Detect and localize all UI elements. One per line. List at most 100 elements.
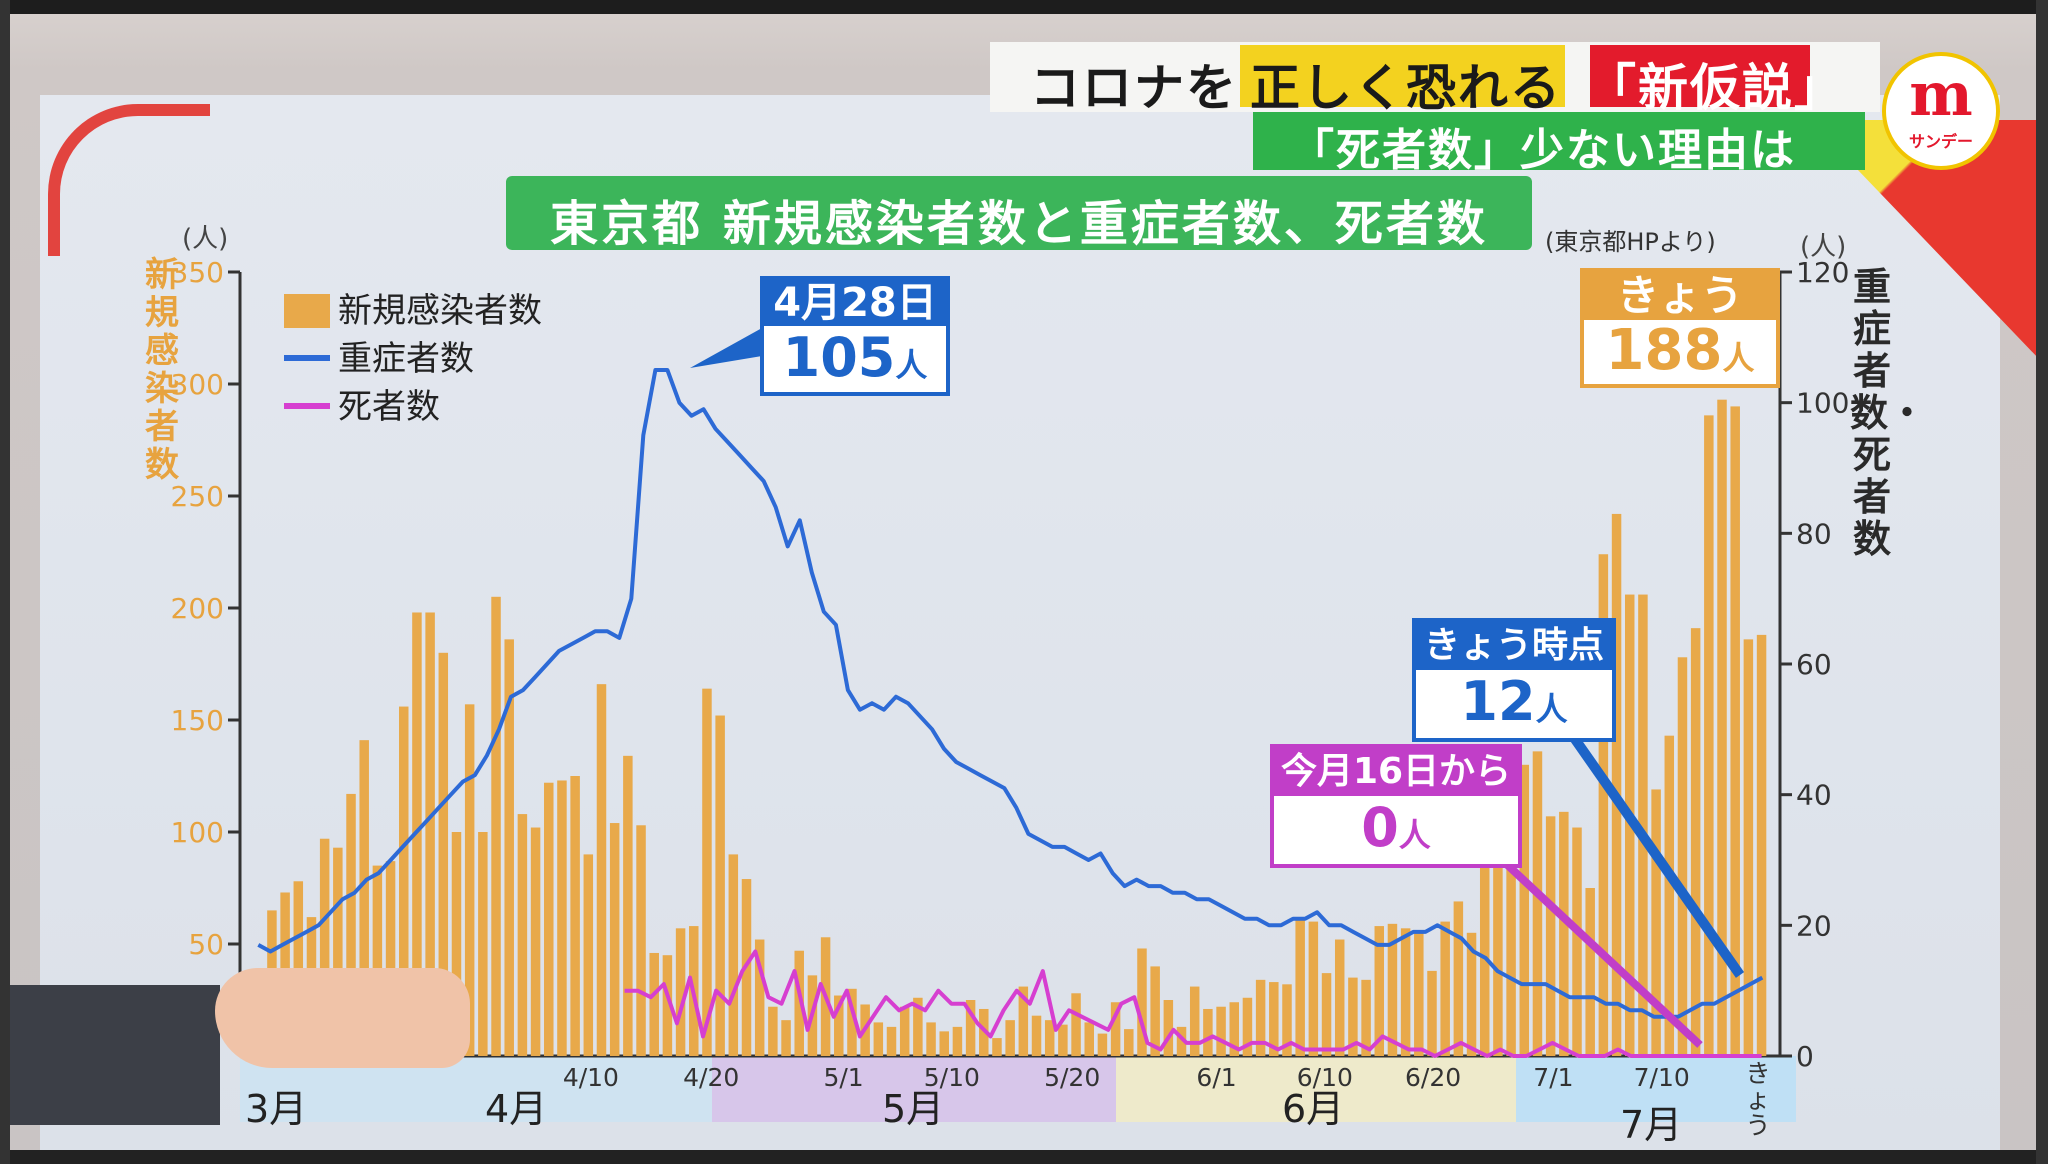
right-tick-label: 120	[1796, 256, 1849, 289]
left-unit: (人)	[182, 224, 229, 254]
x-tick-label: き	[1745, 1059, 1770, 1088]
x-tick-label: 5/1	[823, 1063, 863, 1092]
x-tick-label: 5/20	[1044, 1063, 1100, 1092]
callout-deaths-unit: 人	[1398, 816, 1431, 854]
bar-new-cases	[1321, 973, 1332, 1056]
bar-new-cases	[1400, 928, 1411, 1056]
bezel-bottom	[0, 1150, 2048, 1164]
right-tick-label: 80	[1796, 517, 1832, 550]
callout-peak-head: 4月28日	[764, 280, 946, 326]
x-tick-label: 5/10	[924, 1063, 980, 1092]
bar-new-cases	[544, 782, 554, 1056]
bar-new-cases	[1598, 554, 1609, 1056]
callout-today-cases-value: 188	[1605, 318, 1723, 383]
bar-new-cases	[754, 939, 765, 1056]
callout-peak: 4月28日 105人	[760, 276, 950, 396]
bar-new-cases	[1084, 1022, 1094, 1056]
bar-new-cases	[1018, 986, 1029, 1056]
bar-new-cases	[1756, 634, 1767, 1056]
subheader-text: 「死者数」少ない理由は	[1290, 125, 1796, 176]
bar-new-cases	[1493, 825, 1503, 1056]
x-tick-label: ょ	[1745, 1085, 1770, 1114]
bar-new-cases	[1110, 1002, 1121, 1056]
x-tick-label: 6/20	[1405, 1063, 1461, 1092]
presenter-hand	[215, 968, 470, 1068]
bar-new-cases	[1216, 1006, 1226, 1056]
deaths-line	[624, 949, 1762, 1058]
legend-label: 新規感染者数	[338, 291, 542, 331]
left-tick-label: 300	[171, 368, 224, 401]
callout-peak-unit: 人	[895, 346, 928, 384]
bar-new-cases	[899, 1006, 910, 1056]
bezel-top	[0, 0, 2048, 14]
bar-new-cases	[1124, 1029, 1134, 1056]
bar-new-cases	[1690, 628, 1701, 1056]
bar-new-cases	[1137, 948, 1147, 1056]
legend-label: 死者数	[338, 387, 440, 427]
bar-new-cases	[1519, 764, 1530, 1056]
presenter-sleeve	[0, 985, 220, 1125]
bar-new-cases	[1704, 415, 1714, 1056]
month-band-july	[1516, 1056, 1796, 1122]
bar-new-cases	[1440, 921, 1450, 1056]
bar-new-cases	[873, 1022, 884, 1056]
header-text-2: 正しく恐れる	[1250, 59, 1562, 117]
bar-new-cases	[702, 688, 712, 1056]
bar-new-cases	[333, 847, 343, 1056]
bar-new-cases	[319, 838, 330, 1056]
legend-swatch-bars	[284, 294, 330, 328]
bar-new-cases	[675, 928, 686, 1056]
bar-new-cases	[1545, 816, 1556, 1056]
right-tick-label: 60	[1796, 648, 1832, 681]
bar-new-cases	[1361, 979, 1371, 1056]
severe-line	[257, 368, 1764, 1019]
bar-new-cases	[609, 823, 620, 1056]
bar-new-cases	[1150, 966, 1160, 1056]
program-logo: m サンデー	[1882, 52, 2000, 170]
left-axis-title: 新規感染者数	[145, 255, 179, 485]
header-highlight-red	[1590, 45, 1810, 107]
bezel-right	[2036, 0, 2048, 1164]
bar-new-cases	[478, 832, 488, 1056]
bar-new-cases	[715, 715, 725, 1056]
bar-new-cases	[372, 865, 383, 1056]
left-tick-label: 50	[188, 928, 224, 961]
bar-new-cases	[1374, 926, 1385, 1056]
bar-new-cases	[649, 952, 659, 1056]
bar-new-cases	[399, 706, 409, 1056]
right-tick-label: 100	[1796, 387, 1849, 420]
bar-new-cases	[952, 1026, 963, 1056]
left-tick-label: 200	[171, 592, 224, 625]
month-label-may: 5月	[882, 1087, 945, 1131]
logo-text: サンデー	[1908, 132, 1973, 151]
callout-deaths: 今月16日から 0人	[1270, 744, 1522, 868]
callout-deaths-body: 0人	[1274, 796, 1518, 867]
bar-new-cases	[1163, 1000, 1174, 1056]
month-label-june: 6月	[1282, 1087, 1345, 1131]
callout-deaths-value: 0	[1361, 796, 1399, 859]
bar-new-cases	[570, 776, 580, 1056]
bar-new-cases	[636, 825, 646, 1056]
bar-new-cases	[1466, 932, 1477, 1056]
bar-new-cases	[451, 832, 462, 1056]
chart-title: 東京都 新規感染者数と重症者数、死者数	[550, 196, 1488, 252]
bar-new-cases	[583, 854, 594, 1056]
bar-new-cases	[1387, 923, 1398, 1056]
callout-today-cases: きょう 188人	[1580, 268, 1780, 388]
x-tick-label: 4/10	[563, 1063, 619, 1092]
bar-new-cases	[768, 1006, 778, 1056]
month-band-june	[1116, 1056, 1516, 1122]
x-tick-label: 6/10	[1297, 1063, 1353, 1092]
bar-new-cases	[464, 704, 475, 1056]
bar-new-cases	[1427, 970, 1437, 1056]
bar-new-cases	[1097, 1033, 1108, 1056]
header-text-3: 「新仮説」	[1586, 59, 1846, 117]
chart-source: (東京都HPより)	[1545, 228, 1716, 256]
bar-new-cases	[1071, 993, 1081, 1056]
callout-peak-pointer	[690, 328, 762, 368]
right-unit: (人)	[1800, 232, 1847, 262]
callout-today-severe-unit: 人	[1535, 690, 1568, 728]
bar-new-cases	[834, 995, 844, 1056]
bar-new-cases	[1348, 977, 1358, 1056]
